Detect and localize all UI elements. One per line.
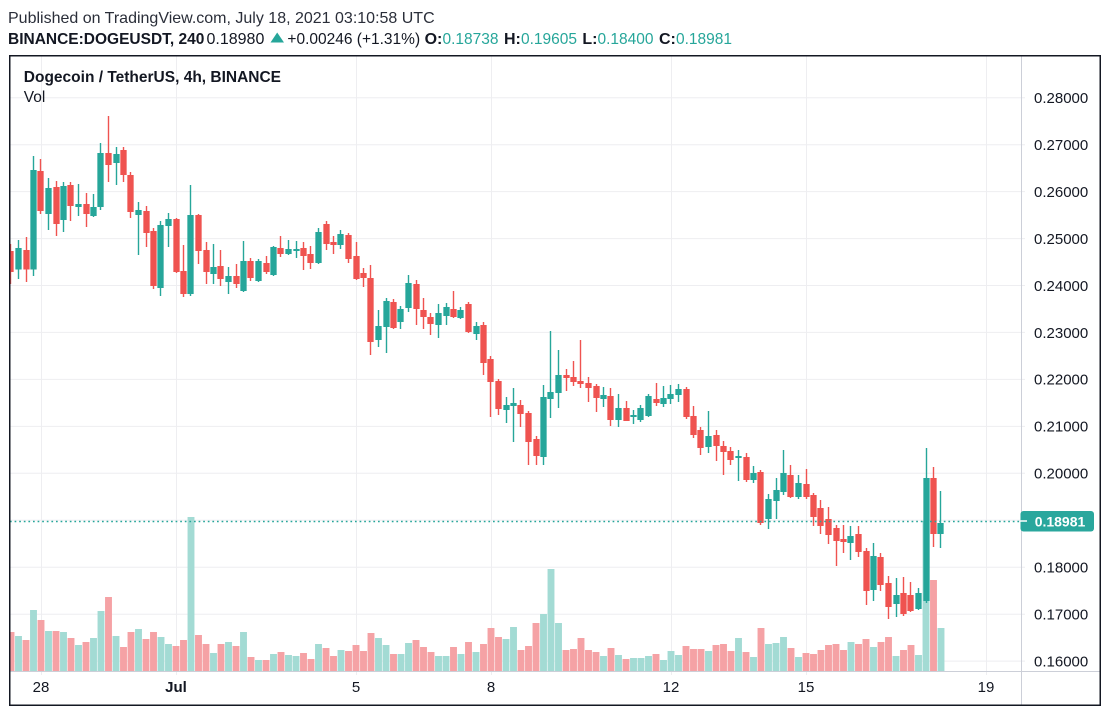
svg-text:0.24000: 0.24000: [1034, 278, 1088, 295]
svg-text:Jul: Jul: [165, 679, 187, 696]
svg-text:28: 28: [33, 679, 50, 696]
svg-text:0.18981: 0.18981: [676, 31, 732, 48]
svg-text:0.18000: 0.18000: [1034, 560, 1088, 577]
svg-text:0.20000: 0.20000: [1034, 466, 1088, 483]
svg-text:0.17000: 0.17000: [1034, 607, 1088, 624]
svg-text:0.25000: 0.25000: [1034, 231, 1088, 248]
svg-text:15: 15: [798, 679, 815, 696]
svg-text:0.22000: 0.22000: [1034, 372, 1088, 389]
svg-text:0.26000: 0.26000: [1034, 184, 1088, 201]
svg-text:L:: L:: [582, 31, 597, 48]
svg-text:8: 8: [487, 679, 495, 696]
svg-text:12: 12: [663, 679, 680, 696]
svg-text:0.19605: 0.19605: [521, 31, 577, 48]
svg-text:+0.00246 (+1.31%): +0.00246 (+1.31%): [287, 31, 420, 48]
svg-text:0.16000: 0.16000: [1034, 653, 1088, 670]
svg-text:0.18400: 0.18400: [598, 31, 654, 48]
svg-text:H:: H:: [504, 31, 521, 48]
svg-text:0.21000: 0.21000: [1034, 419, 1088, 436]
svg-text:0.28000: 0.28000: [1034, 90, 1088, 107]
svg-text:0.18981: 0.18981: [1035, 513, 1086, 529]
svg-text:0.18738: 0.18738: [443, 31, 499, 48]
svg-text:0.23000: 0.23000: [1034, 325, 1088, 342]
svg-text:Vol: Vol: [24, 89, 46, 106]
svg-text:O:: O:: [425, 31, 443, 48]
svg-text:Published on TradingView.com,: Published on TradingView.com, July 18, 2…: [8, 10, 435, 27]
svg-text:5: 5: [352, 679, 360, 696]
svg-text:C:: C:: [659, 31, 676, 48]
svg-text:19: 19: [978, 679, 995, 696]
svg-text:0.18980: 0.18980: [207, 31, 265, 48]
svg-text:Dogecoin / TetherUS, 4h, BINAN: Dogecoin / TetherUS, 4h, BINANCE: [24, 69, 281, 86]
svg-text:BINANCE:DOGEUSDT, 240: BINANCE:DOGEUSDT, 240: [8, 31, 204, 48]
svg-text:0.27000: 0.27000: [1034, 137, 1088, 154]
